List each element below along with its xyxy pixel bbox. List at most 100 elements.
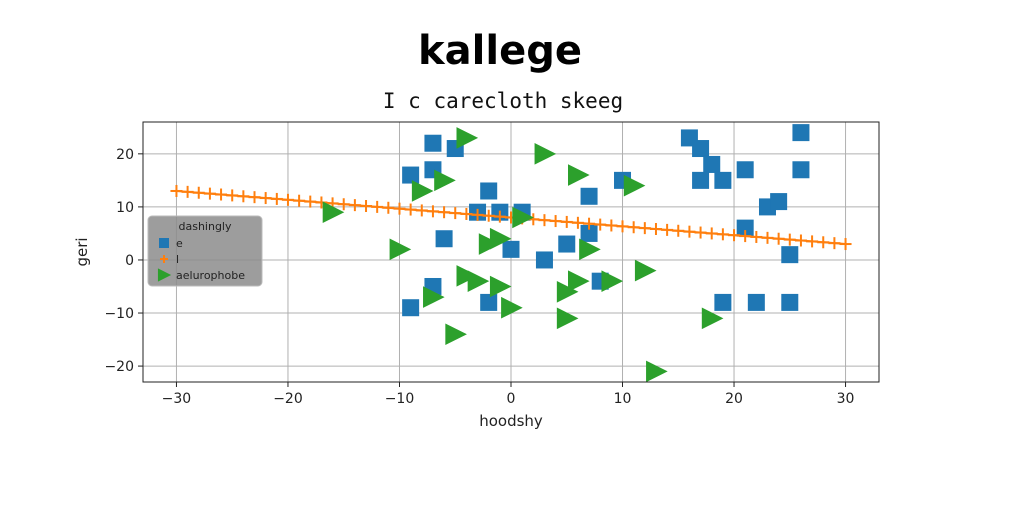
data-point — [558, 235, 576, 253]
data-point — [467, 270, 490, 292]
series-layer — [170, 124, 852, 383]
data-point — [415, 204, 428, 217]
data-point — [839, 238, 852, 251]
y-tick-label: −10 — [104, 306, 134, 322]
legend-marker — [157, 268, 172, 282]
data-point — [449, 207, 462, 220]
data-point — [480, 293, 498, 311]
data-point — [605, 219, 618, 232]
data-point — [192, 186, 205, 199]
data-point — [404, 203, 417, 216]
x-tick-label: 20 — [725, 391, 743, 407]
data-point — [580, 224, 598, 242]
data-point — [170, 184, 183, 197]
data-point — [460, 207, 473, 220]
legend-label: e — [176, 237, 183, 250]
legend-title: dashingly — [178, 220, 231, 233]
y-axis-label: geri — [73, 237, 91, 266]
data-point — [728, 229, 741, 242]
legend-marker — [159, 238, 169, 248]
data-point — [482, 209, 495, 222]
data-point — [538, 214, 551, 227]
legend-marker — [160, 255, 168, 263]
data-point — [714, 171, 732, 189]
data-point — [502, 240, 520, 258]
data-point — [501, 296, 523, 319]
data-point — [817, 236, 830, 249]
data-point — [348, 199, 361, 212]
series-l — [170, 184, 852, 251]
data-point — [794, 234, 807, 247]
data-point — [705, 227, 718, 240]
legend-label: aelurophobe — [176, 269, 245, 282]
data-point — [248, 191, 261, 204]
data-point — [792, 124, 810, 142]
data-point — [456, 127, 479, 149]
data-point — [426, 205, 439, 218]
data-point — [402, 166, 420, 184]
data-point — [580, 187, 598, 205]
data-point — [393, 202, 406, 215]
data-point — [792, 161, 810, 179]
data-point — [694, 226, 707, 239]
data-point — [703, 155, 721, 173]
data-point — [568, 164, 590, 186]
x-tick-label: −10 — [385, 391, 415, 407]
data-point — [371, 200, 384, 213]
data-point — [583, 217, 596, 230]
chart-subtitle: I c carecloth skeeg — [383, 89, 623, 113]
data-point — [489, 227, 512, 250]
data-point — [480, 182, 498, 200]
data-point — [560, 215, 573, 228]
data-point — [770, 193, 788, 211]
data-point — [226, 189, 239, 202]
y-tick-label: 10 — [116, 200, 134, 216]
data-point — [781, 293, 799, 311]
data-point — [315, 196, 328, 209]
data-point — [181, 185, 194, 198]
data-point — [750, 230, 763, 243]
data-point — [493, 210, 506, 223]
data-point — [445, 323, 467, 346]
data-point — [556, 307, 579, 330]
data-point — [270, 192, 283, 205]
data-point — [293, 194, 306, 207]
data-point — [489, 275, 512, 298]
legend-box — [147, 215, 263, 287]
data-point — [434, 169, 456, 192]
data-point — [714, 293, 732, 311]
data-point — [806, 235, 819, 248]
data-point — [571, 216, 584, 229]
data-point — [322, 201, 345, 224]
data-point — [534, 143, 557, 165]
data-point — [478, 233, 501, 255]
data-point — [579, 238, 601, 261]
data-point — [716, 228, 729, 241]
data-point — [435, 230, 453, 248]
data-point — [512, 206, 534, 229]
data-point — [337, 198, 350, 211]
legend-label: l — [176, 253, 179, 266]
data-point — [781, 246, 799, 264]
data-point — [568, 270, 590, 292]
data-point — [424, 134, 442, 152]
x-axis-label: hoodshy — [479, 412, 543, 430]
data-point — [423, 286, 445, 308]
data-point — [783, 233, 796, 246]
plot-frame — [142, 121, 880, 383]
data-point — [616, 220, 629, 233]
axis-ticks: −30 −20 −10 0 10 20 30 −20 −10 0 10 20 — [104, 147, 854, 407]
data-point — [402, 299, 420, 317]
data-point — [259, 192, 272, 205]
chart-title: kallege — [418, 28, 582, 74]
data-point — [692, 140, 710, 158]
data-point — [556, 280, 579, 303]
y-tick-label: 0 — [125, 253, 134, 269]
series-aelurophobe — [322, 127, 724, 383]
data-point — [382, 201, 395, 214]
x-tick-label: 0 — [507, 391, 516, 407]
y-tick-label: −20 — [104, 359, 134, 375]
data-point — [203, 187, 216, 200]
legend: dashingly el aelurophobe — [147, 215, 263, 287]
